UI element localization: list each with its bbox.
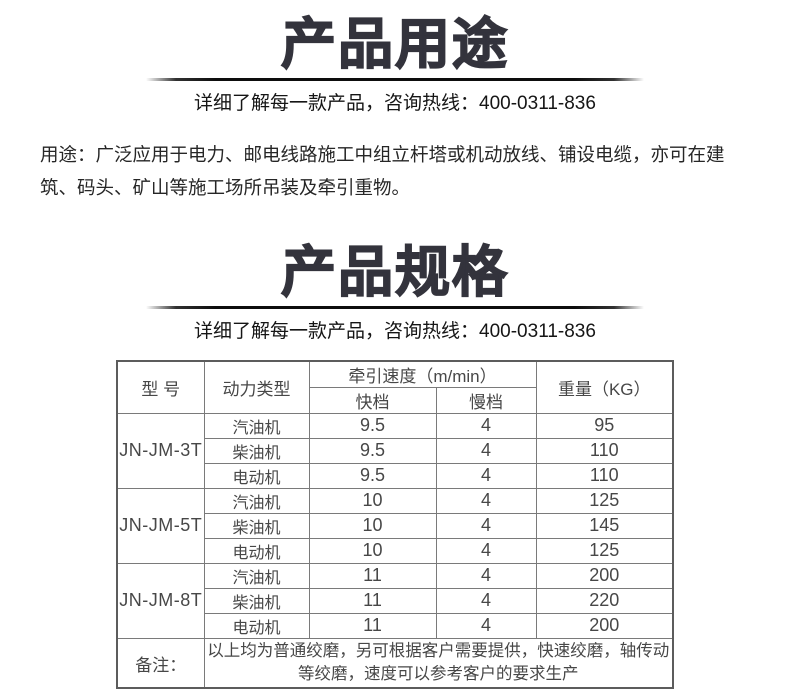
header-slow-gear: 慢档 — [435, 386, 537, 414]
table-row: 柴油机 9.5 4 110 — [117, 437, 674, 464]
weight-cell: 110 — [535, 462, 674, 489]
slow-speed-cell: 4 — [435, 562, 537, 589]
fast-speed-cell: 9.5 — [308, 437, 437, 464]
header-power-type: 动力类型 — [203, 360, 310, 414]
usage-hotline-subtitle: 详细了解每一款产品，咨询热线：400-0311-836 — [194, 92, 596, 114]
slow-speed-cell: 4 — [435, 612, 537, 639]
spec-hotline-subtitle: 详细了解每一款产品，咨询热线：400-0311-836 — [194, 320, 596, 342]
usage-section: 产品用途 详细了解每一款产品，咨询热线：400-0311-836 用途：广泛应用… — [0, 0, 790, 204]
table-row: 电动机 11 4 200 — [117, 612, 674, 639]
power-cell: 电动机 — [203, 612, 310, 639]
slow-speed-cell: 4 — [435, 487, 537, 514]
fast-speed-cell: 10 — [308, 512, 437, 539]
fast-speed-cell: 11 — [308, 612, 437, 639]
fast-speed-cell: 11 — [308, 562, 437, 589]
spec-section: 产品规格 详细了解每一款产品，咨询热线：400-0311-836 型 号 动力类… — [0, 228, 790, 689]
weight-cell: 125 — [535, 487, 674, 514]
table-subheader-row: 快档 慢档 — [117, 386, 673, 414]
power-cell: 柴油机 — [203, 587, 310, 614]
weight-cell: 110 — [535, 437, 674, 464]
header-weight: 重量（KG） — [535, 360, 674, 414]
power-cell: 汽油机 — [203, 412, 310, 439]
spec-table: 型 号 动力类型 牵引速度（m/min） 重量（KG） 快档 慢档 JN-JM-… — [116, 359, 674, 689]
usage-description: 用途：广泛应用于电力、邮电线路施工中组立杆塔或机动放线、铺设电缆，亦可在建筑、码… — [40, 143, 725, 198]
slow-speed-cell: 4 — [435, 537, 537, 564]
fast-speed-cell: 9.5 — [308, 462, 437, 489]
fast-speed-cell: 11 — [308, 587, 437, 614]
note-line: 等绞磨，速度可以参考客户的要求生产 — [298, 665, 579, 684]
title-divider — [146, 77, 644, 81]
weight-cell: 200 — [535, 562, 674, 589]
note-content: 以上均为普通绞磨，另可根据客户需要提供，快速绞磨，轴传动 等绞磨，速度可以参考客… — [203, 637, 674, 689]
table-header-row: 型 号 动力类型 牵引速度（m/min） 重量（KG） — [116, 360, 674, 414]
power-cell: 汽油机 — [203, 487, 310, 514]
header-fast-gear: 快档 — [308, 386, 437, 414]
usage-section-title: 产品用途 — [280, 13, 509, 76]
note-row: 备注： 以上均为普通绞磨，另可根据客户需要提供，快速绞磨，轴传动 等绞磨，速度可… — [116, 637, 674, 689]
weight-cell: 145 — [535, 512, 674, 539]
weight-cell: 200 — [535, 612, 674, 639]
table-row: 电动机 10 4 125 — [117, 537, 674, 564]
weight-cell: 220 — [535, 587, 674, 614]
header-traction-speed: 牵引速度（m/min） — [308, 360, 537, 388]
slow-speed-cell: 4 — [435, 437, 537, 464]
table-row: JN-JM-8T 汽油机 11 4 200 — [116, 562, 674, 639]
weight-cell: 95 — [535, 412, 674, 439]
title-divider — [146, 305, 644, 309]
spec-section-title: 产品规格 — [280, 241, 509, 304]
slow-speed-cell: 4 — [435, 462, 537, 489]
header-model: 型 号 — [116, 360, 205, 414]
note-label: 备注： — [116, 637, 205, 689]
model-cell: JN-JM-8T — [116, 562, 205, 639]
slow-speed-cell: 4 — [435, 512, 537, 539]
power-cell: 柴油机 — [203, 437, 310, 464]
table-row: 柴油机 11 4 220 — [117, 587, 674, 614]
weight-cell: 125 — [535, 537, 674, 564]
power-cell: 汽油机 — [203, 562, 310, 589]
fast-speed-cell: 10 — [308, 537, 437, 564]
model-cell: JN-JM-5T — [116, 487, 205, 564]
note-line: 以上均为普通绞磨，另可根据客户需要提供，快速绞磨，轴传动 — [207, 642, 670, 661]
table-row: 电动机 9.5 4 110 — [117, 462, 674, 489]
fast-speed-cell: 9.5 — [308, 412, 437, 439]
table-row: JN-JM-5T 汽油机 10 4 125 — [116, 487, 674, 564]
slow-speed-cell: 4 — [435, 587, 537, 614]
slow-speed-cell: 4 — [435, 412, 537, 439]
model-cell: JN-JM-3T — [116, 412, 205, 489]
table-row: JN-JM-3T 汽油机 9.5 4 95 — [116, 412, 674, 489]
power-cell: 柴油机 — [203, 512, 310, 539]
power-cell: 电动机 — [203, 537, 310, 564]
power-cell: 电动机 — [203, 462, 310, 489]
fast-speed-cell: 10 — [308, 487, 437, 514]
